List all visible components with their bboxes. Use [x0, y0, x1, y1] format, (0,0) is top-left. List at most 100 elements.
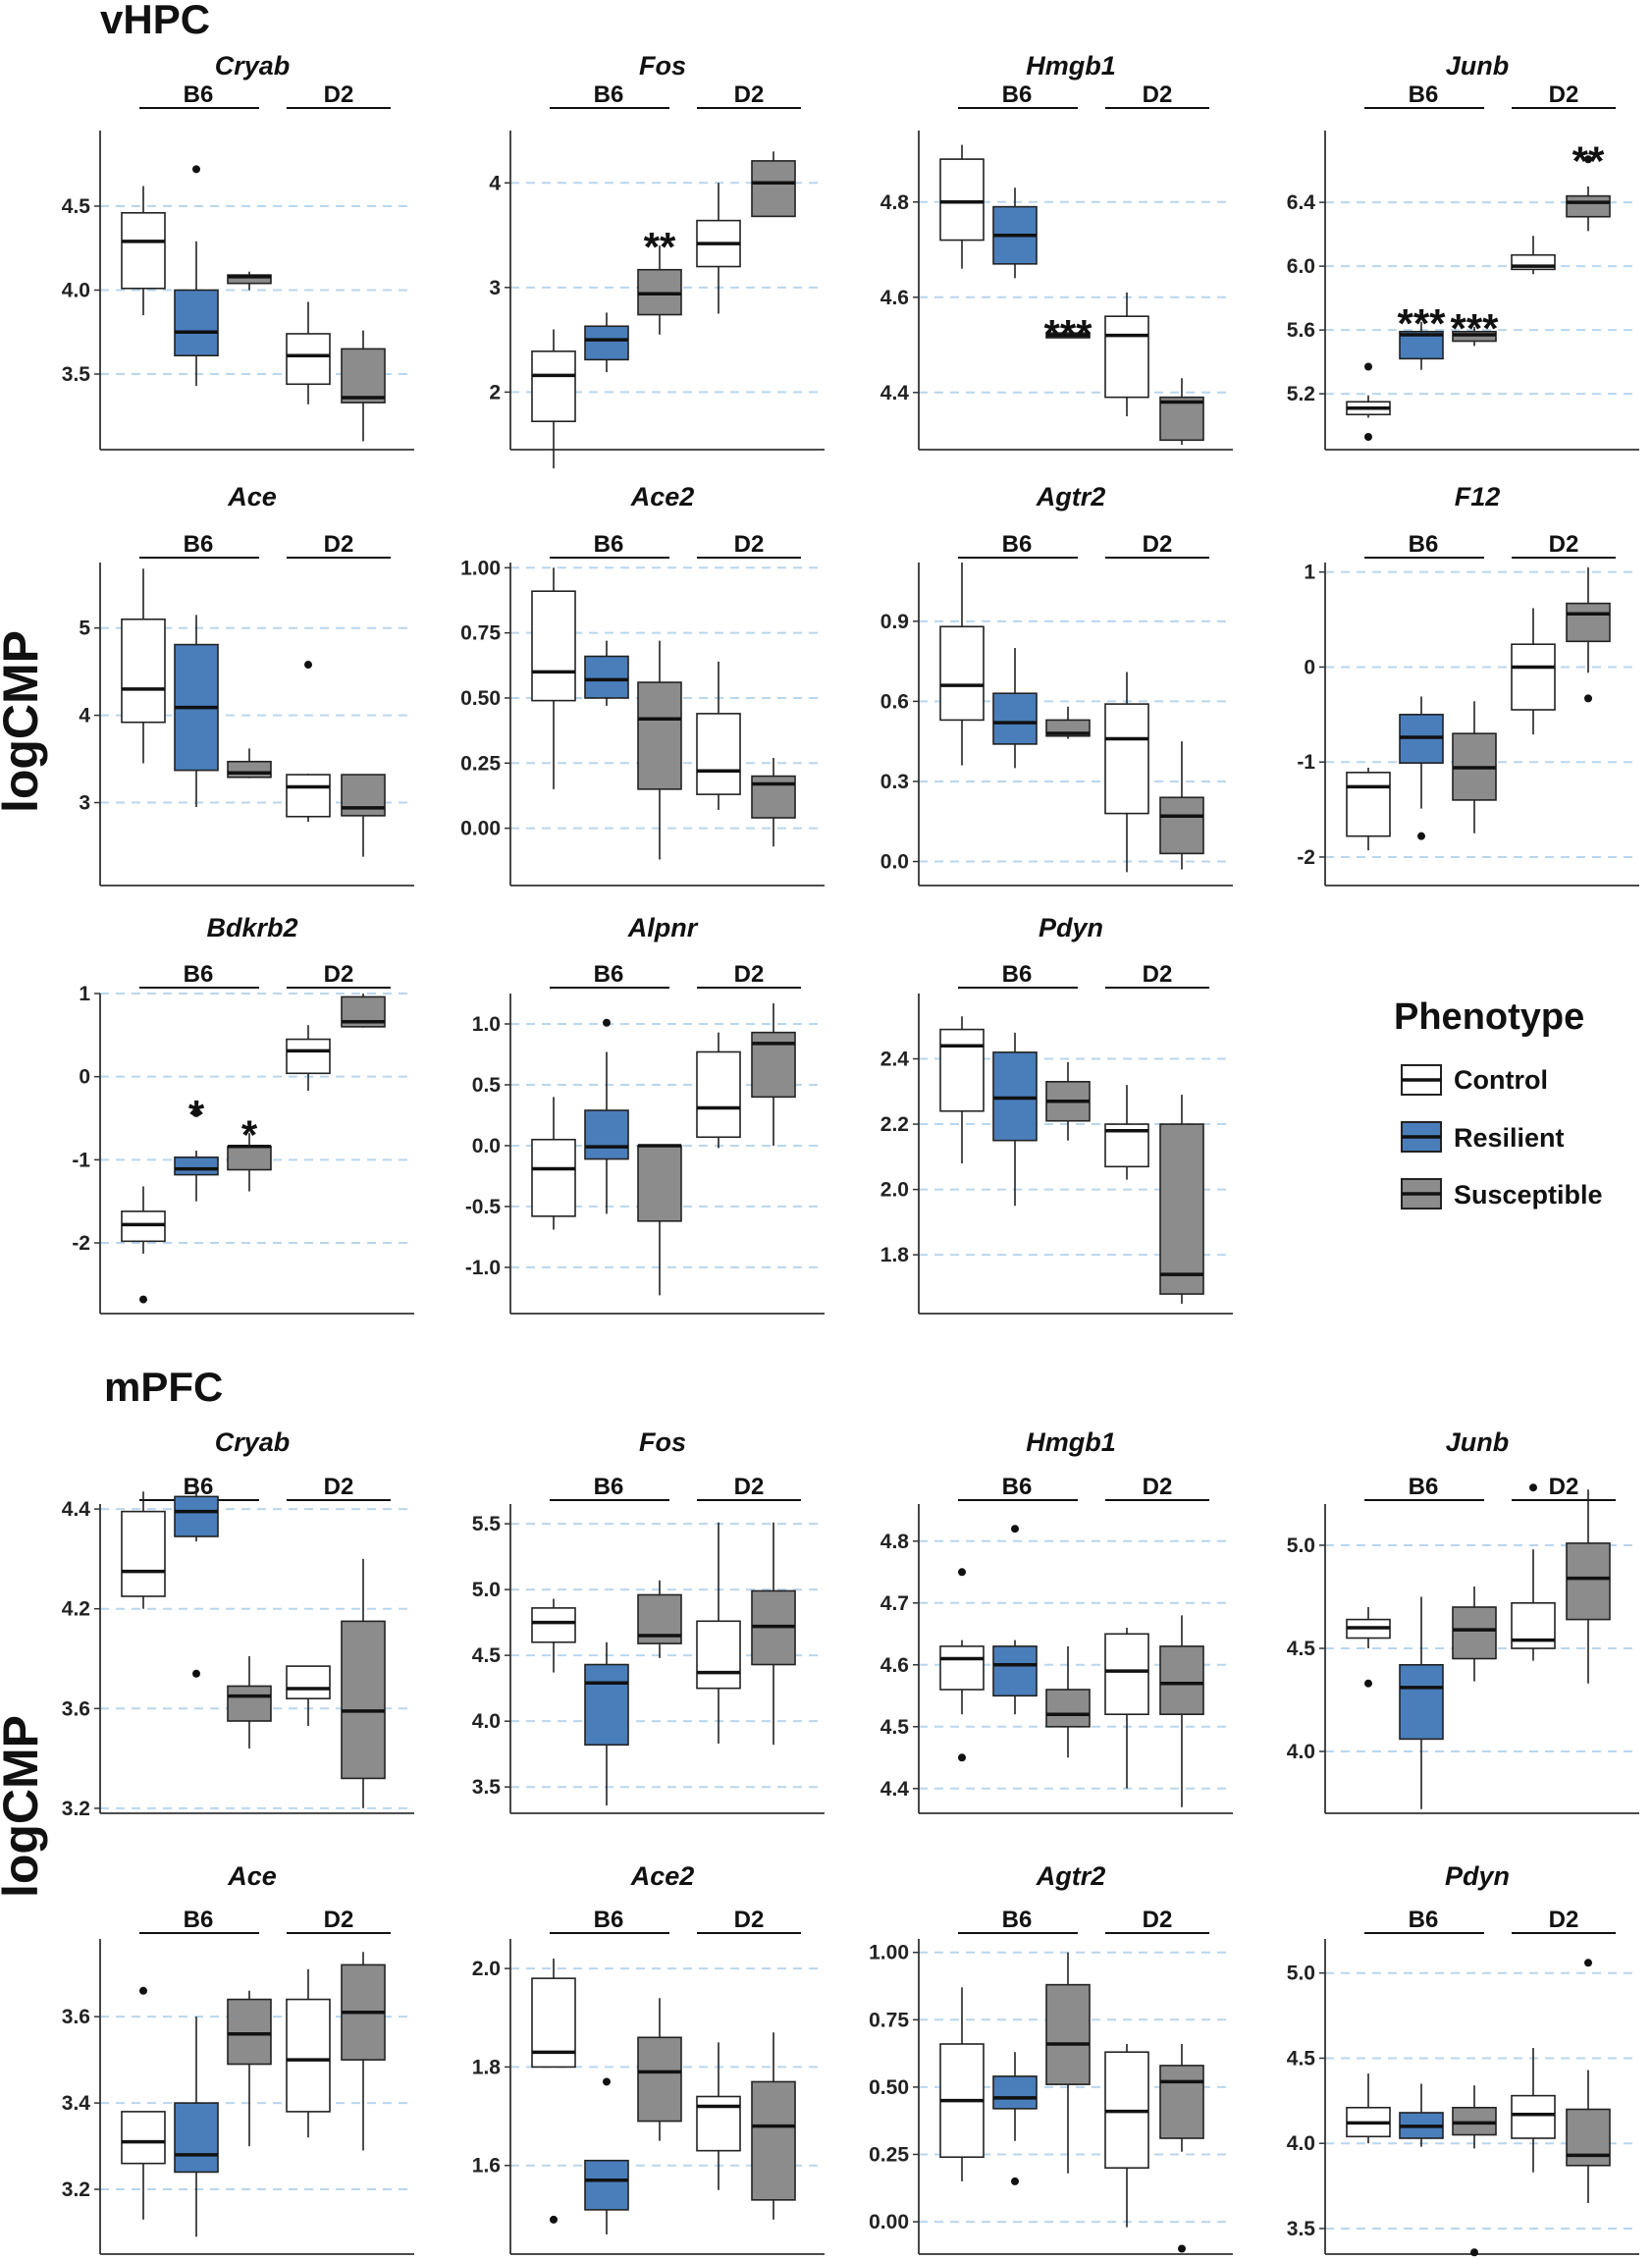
box-vhpc-alpnr-d2-susceptible	[751, 1002, 796, 1146]
box-vhpc-hmgb1-d2-susceptible	[1159, 378, 1204, 446]
iqr-box-mpfc-cryab-b6-susceptible	[227, 1685, 272, 1722]
iqr-box-vhpc-ace-b6-susceptible	[227, 760, 272, 779]
iqr-box-mpfc-junb-d2-susceptible	[1566, 1542, 1611, 1621]
y-tick-label-vhpc-ace-0: 3	[79, 792, 90, 815]
iqr-box-vhpc-ace-d2-control	[286, 774, 331, 818]
iqr-box-vhpc-cryab-b6-resilient	[174, 289, 219, 357]
box-vhpc-junb-b6-susceptible: ***	[1450, 305, 1499, 351]
outlier-point-vhpc-f12-d2-susceptible-0	[1584, 694, 1592, 703]
iqr-box-mpfc-fos-d2-control	[696, 1620, 741, 1690]
significance-label-vhpc-bdkrb2-b6-resilient: *	[188, 1092, 205, 1138]
iqr-box-mpfc-ace-d2-control	[286, 1998, 331, 2113]
significance-label-vhpc-bdkrb2-b6-susceptible: *	[241, 1111, 258, 1157]
y-tick-label-vhpc-ace2-2: 0.50	[460, 687, 501, 710]
panel-title-mpfc-ace: Ace	[227, 1861, 277, 1891]
box-mpfc-ace2-d2-susceptible	[751, 2032, 796, 2220]
box-vhpc-agtr2-d2-susceptible	[1159, 741, 1204, 870]
box-vhpc-ace2-b6-susceptible	[637, 640, 682, 860]
box-mpfc-junb-d2-control	[1511, 1483, 1556, 1661]
y-tick-label-vhpc-ace2-3: 0.75	[460, 622, 501, 645]
outlier-point-mpfc-ace2-b6-control-0	[550, 2215, 558, 2224]
box-vhpc-bdkrb2-d2-susceptible	[341, 994, 386, 1028]
panel-title-vhpc-pdyn: Pdyn	[1039, 913, 1103, 942]
y-tick-label-mpfc-ace2-0: 1.6	[472, 2155, 501, 2178]
iqr-box-vhpc-cryab-d2-susceptible	[341, 348, 386, 403]
legend-label-susceptible: Susceptible	[1454, 1180, 1603, 1210]
panel-vhpc-f12: F12 B6 D2 -2 -1 0 1	[1297, 482, 1639, 887]
box-mpfc-ace-b6-control	[121, 1986, 166, 2220]
box-vhpc-hmgb1-b6-control	[939, 144, 985, 269]
outlier-point-mpfc-agtr2-d2-susceptible-0	[1178, 2244, 1186, 2253]
y-tick-label-vhpc-f12-3: 1	[1304, 562, 1315, 584]
y-tick-label-mpfc-pdyn-0: 3.5	[1287, 2218, 1316, 2240]
iqr-box-vhpc-agtr2-d2-control	[1104, 703, 1149, 815]
legend-title: Phenotype	[1394, 996, 1584, 1038]
y-tick-label-mpfc-fos-1: 4.0	[472, 1710, 501, 1733]
y-tick-label-vhpc-fos-1: 3	[489, 277, 501, 299]
y-tick-label-mpfc-hmgb1-2: 4.6	[880, 1654, 909, 1677]
box-vhpc-cryab-b6-resilient	[174, 165, 219, 386]
outlier-point-vhpc-junb-d2-susceptible-0	[1584, 155, 1592, 164]
y-tick-label-mpfc-hmgb1-4: 4.8	[880, 1531, 910, 1553]
y-tick-label-mpfc-cryab-0: 3.2	[62, 1798, 90, 1820]
outlier-point-vhpc-cryab-b6-resilient-0	[192, 165, 200, 174]
box-vhpc-agtr2-b6-resilient	[992, 648, 1038, 769]
strain-label-b6-mpfc-cryab: B6	[184, 1474, 214, 1500]
box-mpfc-ace-d2-control	[286, 1968, 331, 2138]
y-tick-label-mpfc-ace-2: 3.6	[62, 2006, 90, 2028]
outlier-point-vhpc-junb-b6-control-0	[1364, 362, 1372, 371]
iqr-box-vhpc-ace2-b6-control	[531, 590, 576, 702]
y-tick-label-vhpc-ace2-1: 0.25	[460, 752, 501, 775]
y-tick-label-vhpc-alpnr-1: -0.5	[465, 1196, 502, 1218]
box-mpfc-agtr2-d2-susceptible	[1159, 2044, 1204, 2253]
y-tick-label-vhpc-f12-1: -1	[1297, 751, 1315, 774]
strain-label-d2-vhpc-ace2: D2	[734, 531, 765, 558]
y-tick-label-vhpc-hmgb1-2: 4.8	[880, 191, 910, 214]
iqr-box-vhpc-f12-d2-susceptible	[1566, 602, 1611, 643]
panel-title-mpfc-junb: Junb	[1446, 1427, 1510, 1457]
iqr-box-mpfc-junb-b6-resilient	[1399, 1664, 1444, 1741]
box-mpfc-hmgb1-b6-susceptible	[1045, 1645, 1091, 1758]
box-vhpc-ace2-b6-control	[531, 567, 576, 789]
iqr-box-mpfc-fos-b6-resilient	[584, 1663, 629, 1747]
y-axis-label-vhpc: logCMP	[0, 630, 48, 813]
box-vhpc-ace2-d2-control	[696, 661, 741, 811]
iqr-box-vhpc-fos-b6-resilient	[584, 325, 629, 361]
box-vhpc-ace2-b6-resilient	[584, 640, 629, 706]
y-tick-label-vhpc-alpnr-0: -1.0	[465, 1257, 501, 1279]
box-vhpc-bdkrb2-b6-susceptible: *	[227, 1111, 272, 1192]
strain-label-b6-mpfc-hmgb1: B6	[1002, 1474, 1033, 1500]
iqr-box-mpfc-cryab-b6-control	[121, 1510, 166, 1597]
y-tick-label-vhpc-agtr2-3: 0.9	[880, 611, 909, 633]
iqr-box-mpfc-hmgb1-b6-control	[939, 1645, 985, 1691]
y-tick-label-mpfc-agtr2-2: 0.50	[869, 2076, 909, 2099]
box-mpfc-pdyn-b6-susceptible	[1452, 2085, 1497, 2257]
y-tick-label-mpfc-agtr2-3: 0.75	[869, 2009, 909, 2031]
significance-label-vhpc-hmgb1-b6-susceptible: ***	[1043, 311, 1092, 357]
strain-label-b6-vhpc-fos: B6	[594, 81, 624, 108]
strain-label-b6-mpfc-agtr2: B6	[1002, 1907, 1033, 1933]
iqr-box-vhpc-cryab-d2-control	[286, 333, 331, 386]
box-mpfc-fos-b6-susceptible	[637, 1580, 682, 1658]
box-vhpc-ace-b6-susceptible	[227, 748, 272, 779]
box-vhpc-alpnr-b6-resilient	[584, 1018, 629, 1214]
panel-title-vhpc-bdkrb2: Bdkrb2	[206, 913, 297, 942]
iqr-box-mpfc-pdyn-d2-susceptible	[1566, 2108, 1611, 2167]
significance-label-vhpc-junb-d2-susceptible: **	[1572, 137, 1605, 184]
outlier-point-mpfc-agtr2-b6-resilient-0	[1011, 2177, 1019, 2185]
panel-mpfc-ace: Ace B6 D2 3.2 3.4 3.6	[62, 1861, 414, 2255]
iqr-box-vhpc-alpnr-d2-control	[696, 1050, 741, 1139]
iqr-box-mpfc-hmgb1-d2-susceptible	[1159, 1645, 1204, 1716]
box-vhpc-cryab-b6-susceptible	[227, 271, 272, 291]
box-mpfc-fos-b6-resilient	[584, 1641, 629, 1805]
y-tick-label-vhpc-junb-0: 5.2	[1287, 383, 1315, 405]
y-tick-label-mpfc-pdyn-1: 4.0	[1287, 2132, 1315, 2155]
box-vhpc-hmgb1-d2-control	[1104, 292, 1149, 417]
iqr-box-vhpc-ace-b6-control	[121, 618, 166, 724]
y-tick-label-mpfc-hmgb1-3: 4.7	[880, 1592, 909, 1615]
y-tick-label-vhpc-ace2-0: 0.00	[460, 818, 501, 840]
y-tick-label-mpfc-cryab-1: 3.6	[62, 1697, 90, 1720]
iqr-box-vhpc-f12-b6-control	[1346, 772, 1391, 837]
